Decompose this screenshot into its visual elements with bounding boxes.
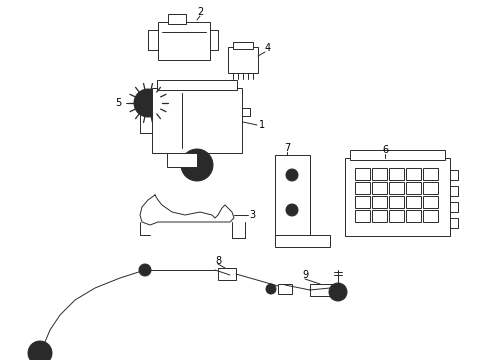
Bar	[350, 150, 445, 160]
Bar	[355, 182, 370, 194]
Bar	[218, 268, 236, 280]
Text: 1: 1	[259, 120, 265, 130]
Text: 7: 7	[284, 143, 290, 153]
Bar	[423, 168, 438, 180]
Circle shape	[189, 157, 205, 173]
Bar	[423, 182, 438, 194]
Text: 8: 8	[215, 256, 221, 266]
Bar	[423, 210, 438, 222]
Circle shape	[181, 149, 213, 181]
Text: 5: 5	[115, 98, 121, 108]
Bar	[372, 182, 387, 194]
Bar	[355, 168, 370, 180]
Text: 4: 4	[265, 43, 271, 53]
Circle shape	[34, 347, 46, 359]
Circle shape	[134, 89, 162, 117]
Bar	[278, 284, 292, 294]
Bar	[423, 196, 438, 208]
Bar	[167, 153, 197, 167]
Bar	[233, 42, 253, 49]
Bar	[275, 155, 310, 235]
Circle shape	[286, 204, 298, 216]
Bar	[157, 80, 237, 90]
Bar	[355, 210, 370, 222]
Circle shape	[139, 264, 151, 276]
Bar	[158, 22, 210, 60]
Bar	[345, 158, 450, 236]
Circle shape	[286, 169, 298, 181]
Bar	[389, 182, 404, 194]
Bar	[372, 168, 387, 180]
Bar	[450, 218, 458, 228]
Bar	[406, 182, 421, 194]
Bar	[310, 284, 335, 296]
Bar	[152, 88, 242, 153]
Bar	[389, 196, 404, 208]
Bar	[372, 196, 387, 208]
Bar	[389, 168, 404, 180]
Bar	[168, 14, 186, 24]
Circle shape	[329, 283, 347, 301]
Bar	[275, 235, 330, 247]
Bar	[450, 186, 458, 196]
Text: 9: 9	[302, 270, 308, 280]
Text: 2: 2	[197, 7, 203, 17]
Circle shape	[266, 284, 276, 294]
Circle shape	[141, 96, 155, 110]
Text: 6: 6	[382, 145, 388, 155]
Bar	[372, 210, 387, 222]
Bar	[389, 210, 404, 222]
Bar	[406, 196, 421, 208]
Bar	[355, 196, 370, 208]
Bar	[228, 47, 258, 73]
Bar	[450, 170, 458, 180]
Text: 3: 3	[249, 210, 255, 220]
Bar	[450, 202, 458, 212]
Bar	[406, 210, 421, 222]
Bar	[406, 168, 421, 180]
Circle shape	[28, 341, 52, 360]
